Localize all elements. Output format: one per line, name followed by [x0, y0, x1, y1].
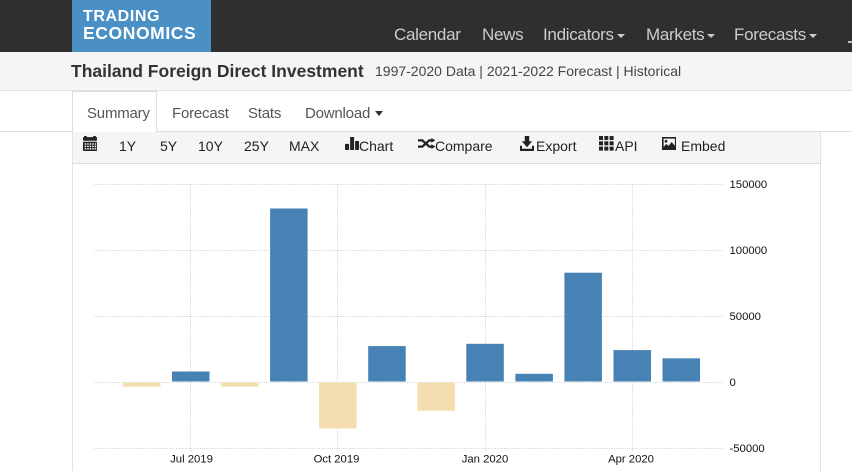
svg-text:0: 0: [730, 377, 736, 389]
svg-text:Jul 2019: Jul 2019: [170, 454, 213, 466]
svg-text:150000: 150000: [730, 179, 768, 191]
svg-text:Oct 2019: Oct 2019: [314, 454, 360, 466]
svg-text:-50000: -50000: [730, 443, 765, 455]
svg-text:Jan 2020: Jan 2020: [462, 454, 508, 466]
svg-text:100000: 100000: [730, 245, 768, 257]
svg-text:Apr 2020: Apr 2020: [608, 454, 654, 466]
svg-text:50000: 50000: [730, 311, 761, 323]
